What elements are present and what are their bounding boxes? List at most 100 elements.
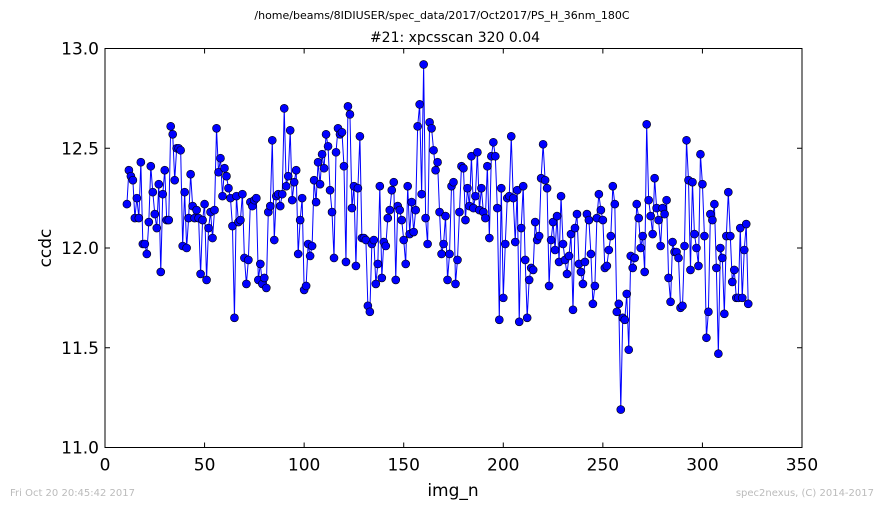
x-tick-label: 100	[288, 456, 320, 476]
data-point	[285, 126, 295, 135]
data-point	[415, 100, 424, 109]
data-point	[279, 104, 289, 113]
data-point	[508, 193, 518, 203]
data-point	[419, 60, 428, 69]
data-point	[148, 187, 158, 197]
data-point	[594, 189, 604, 199]
data-point	[580, 257, 590, 267]
data-point	[385, 205, 395, 215]
data-point	[433, 157, 442, 167]
data-point	[423, 239, 432, 249]
data-point	[331, 147, 341, 157]
data-point	[228, 221, 237, 231]
data-point	[441, 211, 450, 221]
data-point	[481, 213, 490, 223]
data-point	[262, 283, 271, 293]
data-point	[311, 197, 321, 207]
data-point	[496, 183, 506, 193]
data-point	[698, 179, 707, 189]
data-point	[628, 263, 638, 273]
data-point	[737, 293, 747, 303]
data-point	[483, 161, 492, 171]
data-point	[726, 231, 735, 241]
data-point	[588, 299, 598, 309]
data-point	[200, 199, 209, 209]
data-point	[674, 253, 683, 263]
data-point	[275, 201, 285, 211]
data-point	[540, 175, 550, 185]
data-point	[427, 124, 436, 133]
x-tick-label: 300	[686, 456, 718, 476]
data-point	[743, 299, 753, 309]
data-point	[305, 251, 315, 261]
data-point	[576, 267, 586, 277]
data-point	[347, 203, 357, 213]
data-point	[397, 215, 407, 225]
data-point	[315, 179, 325, 189]
data-point	[664, 273, 673, 283]
data-point	[451, 279, 460, 289]
data-point	[546, 235, 556, 245]
data-point	[646, 211, 655, 221]
data-point	[604, 245, 614, 255]
data-point	[152, 223, 162, 233]
data-point	[329, 253, 339, 263]
data-point	[612, 307, 622, 317]
data-point	[214, 167, 223, 177]
data-point	[696, 149, 705, 159]
x-tick-label: 150	[387, 456, 419, 476]
data-point	[377, 273, 387, 283]
data-point	[208, 233, 217, 243]
data-point	[534, 231, 544, 241]
data-point	[455, 207, 464, 217]
data-point	[716, 243, 725, 253]
footer-timestamp: Fri Oct 20 20:45:42 2017	[10, 488, 136, 499]
data-point	[216, 153, 225, 163]
data-point	[158, 189, 168, 199]
data-point	[146, 161, 156, 171]
data-point	[552, 211, 562, 221]
data-point	[471, 191, 480, 201]
data-point	[467, 151, 476, 161]
data-point	[632, 199, 642, 209]
data-point	[692, 243, 701, 253]
data-point	[682, 135, 691, 145]
data-point	[353, 183, 363, 193]
data-point	[411, 205, 420, 215]
data-point	[538, 139, 548, 149]
data-point	[570, 223, 580, 233]
x-tick-label: 250	[587, 456, 619, 476]
file-path-title: /home/beams/8IDIUSER/spec_data/2017/Oct2…	[254, 9, 630, 22]
data-point	[610, 199, 620, 209]
data-point	[156, 267, 166, 277]
data-point	[590, 281, 600, 291]
data-point	[429, 145, 438, 155]
data-point	[307, 241, 317, 251]
data-point	[421, 213, 430, 223]
data-point	[142, 249, 152, 259]
x-tick-label: 50	[194, 456, 216, 476]
data-point	[355, 131, 365, 141]
data-point	[345, 110, 355, 119]
data-point	[690, 229, 699, 239]
data-point	[150, 209, 160, 219]
data-point	[387, 185, 397, 195]
data-point	[313, 157, 323, 167]
data-point	[493, 203, 502, 213]
data-point	[514, 317, 524, 327]
data-point	[686, 265, 695, 275]
data-point	[445, 249, 454, 259]
data-point	[544, 281, 554, 291]
footer-credit: spec2nexus, (C) 2014-2017	[735, 488, 874, 499]
data-point	[401, 259, 411, 269]
data-point	[168, 129, 178, 139]
data-point	[654, 215, 663, 225]
y-tick-label: 11.5	[61, 339, 99, 359]
data-point	[718, 253, 727, 263]
data-point	[741, 219, 751, 229]
data-point	[710, 199, 719, 209]
data-point	[236, 215, 245, 225]
data-point	[656, 241, 665, 251]
data-point	[325, 185, 335, 195]
data-point	[327, 207, 337, 217]
